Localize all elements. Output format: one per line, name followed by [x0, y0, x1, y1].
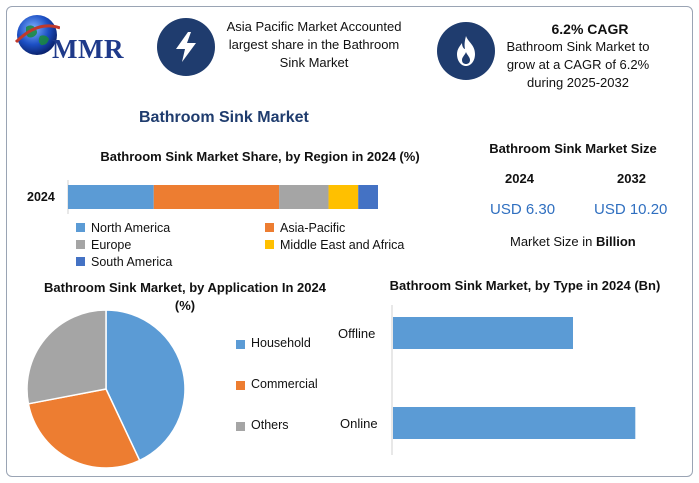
bar-segment-asia-pacific — [153, 185, 280, 209]
region-chart-year-label: 2024 — [27, 190, 55, 204]
pie-slice-others — [26, 309, 107, 405]
legend-item-south-america: South America — [76, 253, 276, 270]
type-bar-offline — [393, 317, 573, 349]
legend-item-commercial: Commercial — [236, 377, 318, 418]
legend-label: North America — [91, 220, 171, 235]
legend-label: South America — [91, 254, 173, 269]
legend-swatch — [265, 240, 274, 249]
type-bar-online — [393, 407, 636, 439]
brand-name: MMR — [52, 34, 124, 64]
legend-label: Middle East and Africa — [280, 237, 405, 252]
region-chart-title: Bathroom Sink Market Share, by Region in… — [100, 149, 420, 164]
info-cagr-text: Bathroom Sink Market to grow at a CAGR o… — [506, 39, 650, 90]
cagr-heading: 6.2% CAGR — [551, 21, 629, 37]
market-size-value-2032: USD 10.20 — [594, 201, 668, 218]
region-stacked-bar-chart — [67, 180, 378, 214]
bar-segment-north-america — [68, 185, 154, 209]
legend-item-north-america: North America — [76, 219, 276, 236]
application-pie-chart — [26, 309, 186, 469]
unit-prefix: Market Size in — [510, 234, 596, 249]
lightning-icon — [157, 18, 215, 76]
legend-item-household: Household — [236, 336, 318, 377]
market-size-year-2024: 2024 — [505, 171, 534, 186]
info-asia-pacific-text: Asia Pacific Market Accounted largest sh… — [226, 19, 402, 70]
legend-item-others: Others — [236, 418, 318, 459]
brand-logo: MMR — [12, 12, 142, 68]
legend-swatch — [76, 257, 85, 266]
market-size-value-2024: USD 6.30 — [490, 201, 556, 218]
legend-label: Others — [251, 418, 289, 432]
pie-slice-commercial — [27, 388, 141, 469]
market-size-title: Bathroom Sink Market Size — [489, 141, 657, 156]
region-legend-left: North America Europe South America — [76, 219, 276, 270]
bar-segment-middle-east-and-africa — [328, 185, 359, 209]
unit-label: Billion — [595, 234, 636, 249]
legend-item-europe: Europe — [76, 236, 276, 253]
application-legend: Household Commercial Others — [236, 336, 318, 459]
legend-label: Europe — [91, 237, 132, 252]
legend-swatch — [76, 240, 85, 249]
market-size-year-2032: 2032 — [617, 171, 646, 186]
legend-label: Asia-Pacific — [280, 220, 346, 235]
bar-segment-south-america — [358, 185, 378, 209]
market-size-unit-note: Market Size in Billion — [510, 234, 636, 249]
legend-swatch — [236, 340, 245, 349]
type-category-offline: Offline — [338, 326, 376, 341]
type-chart-title: Bathroom Sink Market, by Type in 2024 (B… — [389, 278, 661, 293]
legend-label: Commercial — [251, 377, 318, 391]
flame-icon — [437, 22, 495, 80]
type-bar-chart — [391, 305, 636, 455]
bar-segment-europe — [279, 185, 329, 209]
legend-swatch — [236, 381, 245, 390]
legend-item-asia-pacific: Asia-Pacific — [265, 219, 445, 236]
globe-icon — [14, 15, 60, 55]
legend-swatch — [236, 422, 245, 431]
legend-item-middle-east-africa: Middle East and Africa — [265, 236, 445, 253]
legend-swatch — [76, 223, 85, 232]
application-chart-title: Bathroom Sink Market, by Application In … — [44, 280, 326, 313]
legend-swatch — [265, 223, 274, 232]
legend-label: Household — [251, 336, 311, 350]
page-title: Bathroom Sink Market — [139, 109, 309, 126]
region-legend-right: Asia-Pacific Middle East and Africa — [265, 219, 445, 253]
pie-slice-household — [105, 309, 186, 462]
type-category-online: Online — [340, 416, 378, 431]
